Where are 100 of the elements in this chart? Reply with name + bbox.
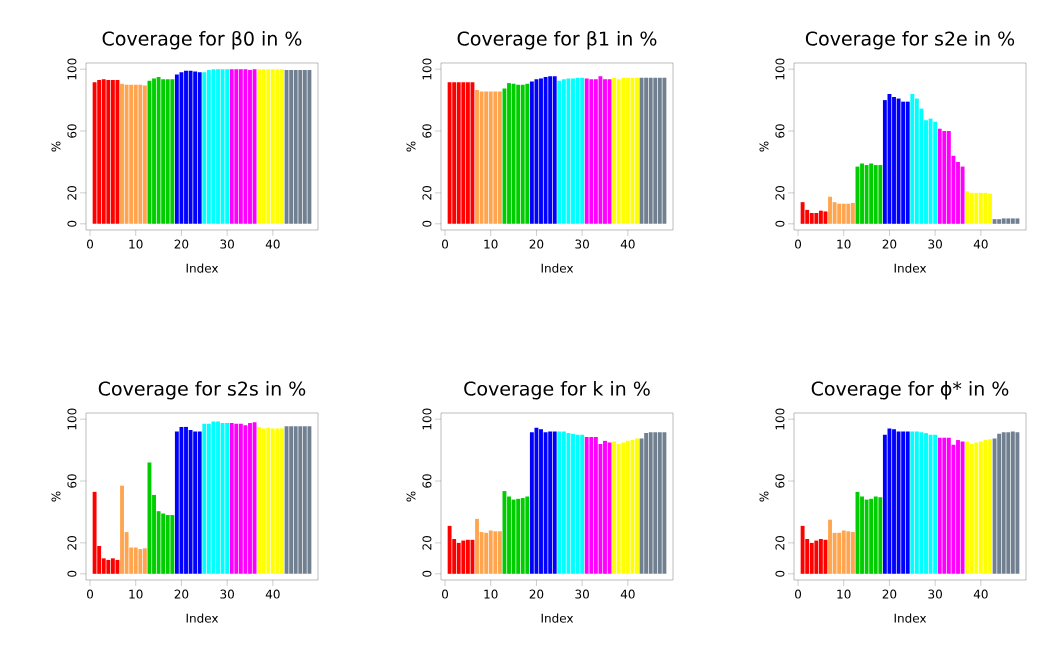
y-tick-label: 0 <box>775 570 785 577</box>
bar <box>106 80 111 224</box>
bar <box>657 432 662 574</box>
bar <box>937 128 942 224</box>
bar <box>110 80 115 224</box>
bar <box>452 82 457 224</box>
bar <box>878 497 883 574</box>
bar <box>234 423 239 574</box>
bar <box>275 428 280 574</box>
y-axis-title: % <box>51 491 61 502</box>
bar <box>584 436 589 574</box>
bar <box>965 441 970 574</box>
bar <box>974 442 979 574</box>
bar <box>580 77 585 224</box>
bar <box>142 548 147 574</box>
bar <box>978 441 983 574</box>
bar <box>910 93 915 224</box>
bar <box>124 84 129 224</box>
bar <box>193 71 198 224</box>
bar <box>174 431 179 574</box>
x-axis-title: Index <box>186 263 219 273</box>
bar <box>229 69 234 224</box>
bar <box>616 443 621 574</box>
bar <box>612 441 617 574</box>
bar <box>534 79 539 224</box>
bar <box>589 79 594 224</box>
x-tick-label: 10 <box>129 589 143 599</box>
x-tick-label: 40 <box>973 239 988 249</box>
bar <box>261 69 266 224</box>
bar <box>548 431 553 574</box>
bar <box>644 77 649 224</box>
bar <box>593 436 598 574</box>
x-axis-title: Index <box>186 613 219 623</box>
bar <box>1006 218 1011 224</box>
bar <box>896 98 901 224</box>
bar <box>92 491 97 574</box>
chart-title: Coverage for k in % <box>464 381 650 400</box>
bar <box>142 85 147 224</box>
bar <box>266 427 271 574</box>
y-tick-label: 60 <box>775 124 785 138</box>
bar <box>138 549 143 574</box>
bar <box>561 431 566 574</box>
bar <box>942 131 947 224</box>
bar <box>575 77 580 224</box>
x-tick-label: 0 <box>442 589 449 599</box>
bar <box>188 430 193 574</box>
bar <box>965 191 970 224</box>
x-tick-label: 0 <box>795 239 802 249</box>
bar <box>497 531 502 574</box>
bar <box>997 433 1002 574</box>
bar <box>302 69 307 224</box>
bar <box>289 426 294 574</box>
y-tick-label: 20 <box>422 536 432 550</box>
bar <box>575 434 580 574</box>
bar <box>202 423 207 574</box>
bar <box>97 80 102 224</box>
bar <box>229 423 234 574</box>
bar <box>598 76 603 224</box>
bar <box>969 192 974 224</box>
chart-title: Coverage for β1 in % <box>457 30 657 50</box>
bar <box>275 69 280 224</box>
bar <box>933 121 938 224</box>
bar <box>193 431 198 574</box>
bar <box>302 426 307 574</box>
y-tick-label: 20 <box>67 186 77 200</box>
bar <box>238 69 243 224</box>
bar <box>179 426 184 574</box>
bar <box>543 76 548 224</box>
bar <box>252 69 257 224</box>
x-tick-label: 40 <box>973 589 988 599</box>
bar <box>516 84 521 224</box>
bar <box>284 69 289 224</box>
bar <box>997 219 1002 224</box>
y-tick-label: 60 <box>67 124 77 138</box>
bar <box>293 426 298 574</box>
y-tick-label: 20 <box>775 186 785 200</box>
y-tick-label: 100 <box>422 408 432 430</box>
bar <box>837 203 842 224</box>
bar <box>928 118 933 224</box>
y-tick-label: 100 <box>67 58 77 80</box>
bar <box>225 69 230 224</box>
bar <box>488 530 493 574</box>
y-tick-label: 60 <box>422 124 432 138</box>
bar <box>814 540 819 574</box>
bar <box>850 532 855 574</box>
bar <box>837 532 842 574</box>
x-tick-label: 20 <box>174 589 189 599</box>
bar <box>814 212 819 224</box>
bar <box>946 131 951 224</box>
y-axis-title: % <box>51 141 61 152</box>
bar <box>552 431 557 574</box>
bar <box>516 498 521 574</box>
bar <box>942 437 947 574</box>
bar <box>529 432 534 574</box>
y-tick-label: 20 <box>67 536 77 550</box>
x-axis-title: Index <box>894 613 927 623</box>
bar <box>525 83 530 224</box>
bar <box>479 91 484 224</box>
bar <box>252 422 257 574</box>
bar <box>653 432 658 574</box>
